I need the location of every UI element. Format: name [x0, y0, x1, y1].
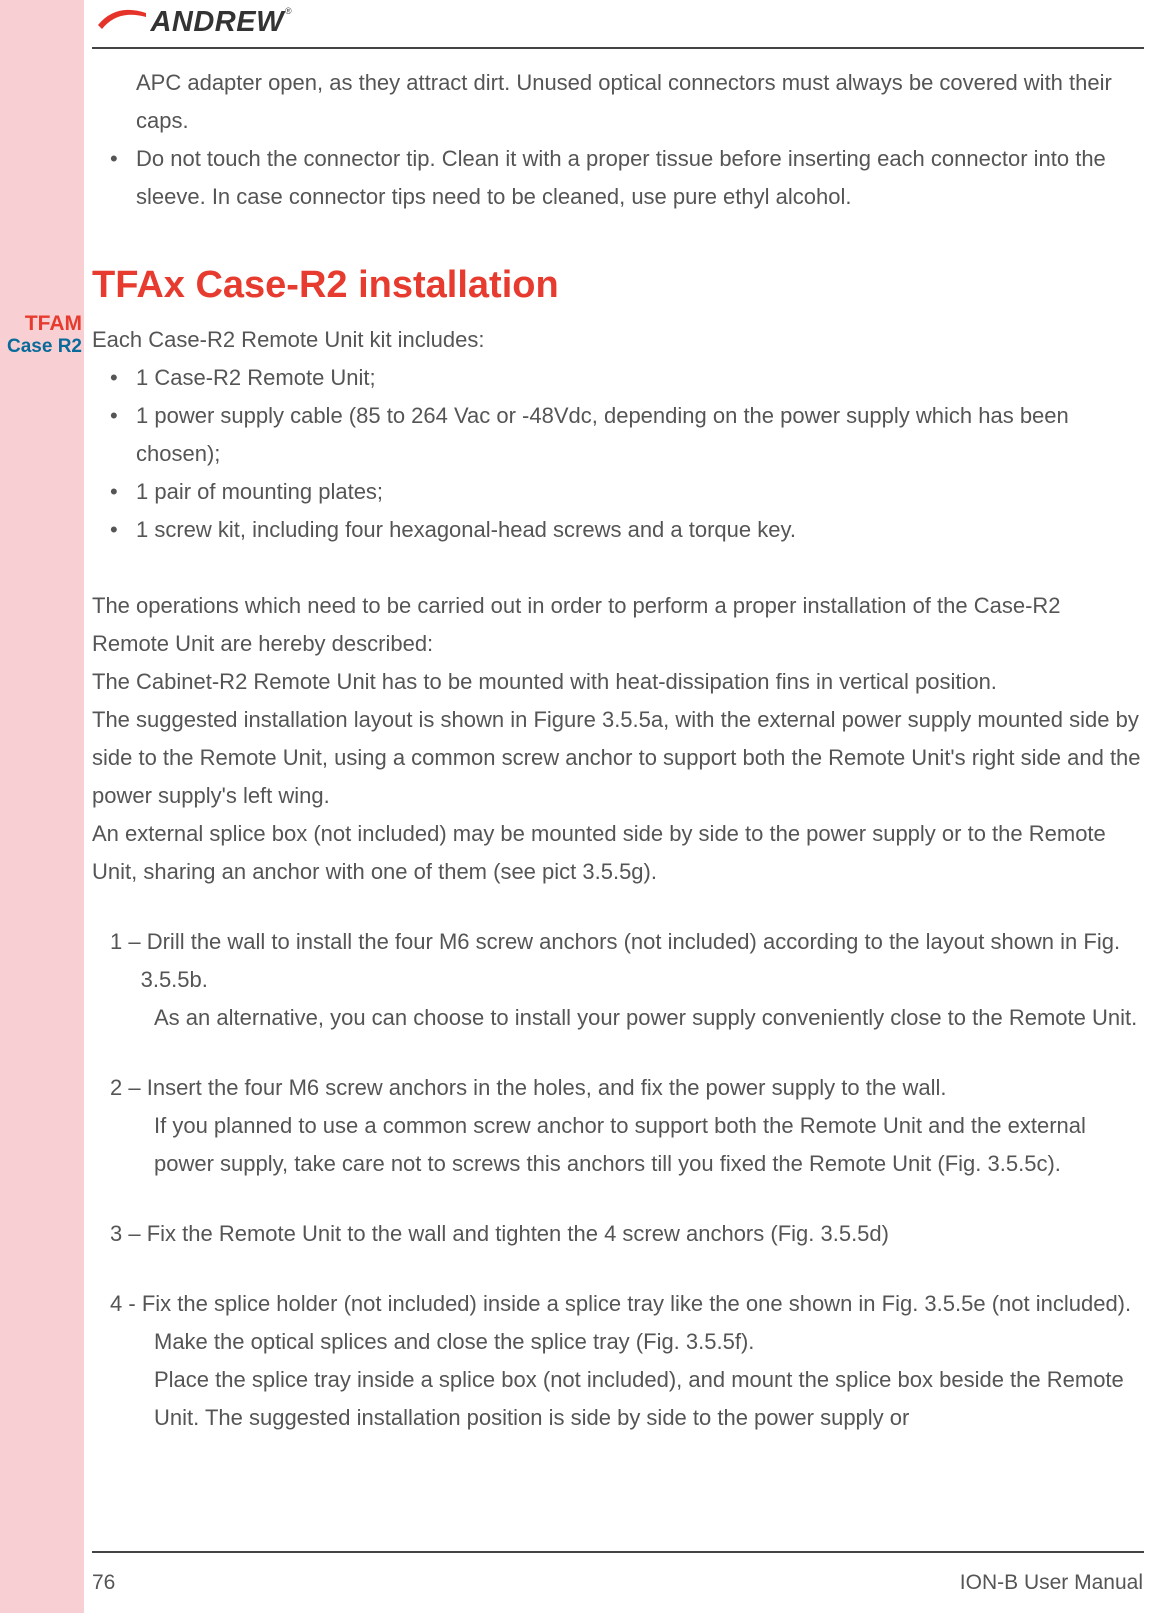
- step-3: 3 – Fix the Remote Unit to the wall and …: [110, 1215, 1142, 1253]
- bullet-icon: •: [92, 473, 136, 511]
- step-text: Drill the wall to install the four M6 sc…: [141, 923, 1142, 999]
- step-number: 3 –: [110, 1215, 141, 1253]
- step-4: 4 - Fix the splice holder (not included)…: [110, 1285, 1142, 1323]
- step-line: If you planned to use a common screw anc…: [110, 1107, 1142, 1183]
- footer-rule: [92, 1551, 1144, 1553]
- kit-bullet-2: • 1 power supply cable (85 to 264 Vac or…: [92, 397, 1142, 473]
- kit-bullet-4: • 1 screw kit, including four hexagonal-…: [92, 511, 1142, 549]
- bullet-icon: •: [92, 359, 136, 397]
- bullet-icon: •: [92, 140, 136, 216]
- step-line: Fix the splice holder (not included) ins…: [142, 1291, 1131, 1316]
- header-rule: [92, 47, 1144, 49]
- bullet-text: 1 Case-R2 Remote Unit;: [136, 359, 1142, 397]
- bullet-icon: •: [92, 511, 136, 549]
- continuation-paragraph: APC adapter open, as they attract dirt. …: [92, 64, 1142, 140]
- step-text: Fix the splice holder (not included) ins…: [136, 1285, 1142, 1323]
- step-line: Fix the Remote Unit to the wall and tigh…: [147, 1221, 889, 1246]
- step-1: 1 – Drill the wall to install the four M…: [110, 923, 1142, 999]
- step-line: Drill the wall to install the four M6 sc…: [141, 929, 1120, 992]
- step-line: Place the splice tray inside a splice bo…: [110, 1361, 1142, 1437]
- bullet-text: Do not touch the connector tip. Clean it…: [136, 140, 1142, 216]
- sidebar-stripe: [0, 0, 84, 1613]
- kit-bullet-3: • 1 pair of mounting plates;: [92, 473, 1142, 511]
- margin-label: TFAM Case R2: [0, 312, 84, 358]
- warning-bullet: • Do not touch the connector tip. Clean …: [92, 140, 1142, 216]
- bullet-icon: •: [92, 397, 136, 473]
- footer-doc-title: ION-B User Manual: [960, 1571, 1143, 1595]
- step-number: 1 –: [110, 923, 141, 999]
- body-paragraph: The operations which need to be carried …: [92, 587, 1142, 663]
- body-paragraph: An external splice box (not included) ma…: [92, 815, 1142, 891]
- step-number: 4 -: [110, 1285, 136, 1323]
- body-paragraph: The Cabinet-R2 Remote Unit has to be mou…: [92, 663, 1142, 701]
- body-paragraph: The suggested installation layout is sho…: [92, 701, 1142, 815]
- bullet-text: 1 screw kit, including four hexagonal-he…: [136, 511, 1142, 549]
- page: TFAM Case R2 ANDREW® APC adapter open, a…: [0, 0, 1155, 1613]
- steps-list: 1 – Drill the wall to install the four M…: [92, 923, 1142, 1437]
- logo-text: ANDREW: [150, 6, 284, 39]
- logo-registered: ®: [285, 6, 292, 16]
- section-intro: Each Case-R2 Remote Unit kit includes:: [92, 321, 1142, 359]
- brand-logo: ANDREW®: [96, 6, 316, 39]
- step-line: Insert the four M6 screw anchors in the …: [147, 1075, 947, 1100]
- section-heading: TFAx Case-R2 installation: [92, 264, 1142, 307]
- step-text: Fix the Remote Unit to the wall and tigh…: [141, 1215, 1142, 1253]
- step-text: Insert the four M6 screw anchors in the …: [141, 1069, 1142, 1107]
- spacer: [92, 549, 1142, 587]
- page-content: APC adapter open, as they attract dirt. …: [92, 64, 1142, 1437]
- margin-label-line1: TFAM: [0, 312, 82, 336]
- step-number: 2 –: [110, 1069, 141, 1107]
- page-number: 76: [92, 1571, 115, 1595]
- margin-label-line2: Case R2: [0, 336, 82, 358]
- step-2: 2 – Insert the four M6 screw anchors in …: [110, 1069, 1142, 1107]
- bullet-text: 1 pair of mounting plates;: [136, 473, 1142, 511]
- kit-bullet-1: • 1 Case-R2 Remote Unit;: [92, 359, 1142, 397]
- logo-swoosh-icon: [96, 7, 148, 38]
- step-line: Make the optical splices and close the s…: [110, 1323, 1142, 1361]
- step-line: As an alternative, you can choose to ins…: [110, 999, 1142, 1037]
- bullet-text: 1 power supply cable (85 to 264 Vac or -…: [136, 397, 1142, 473]
